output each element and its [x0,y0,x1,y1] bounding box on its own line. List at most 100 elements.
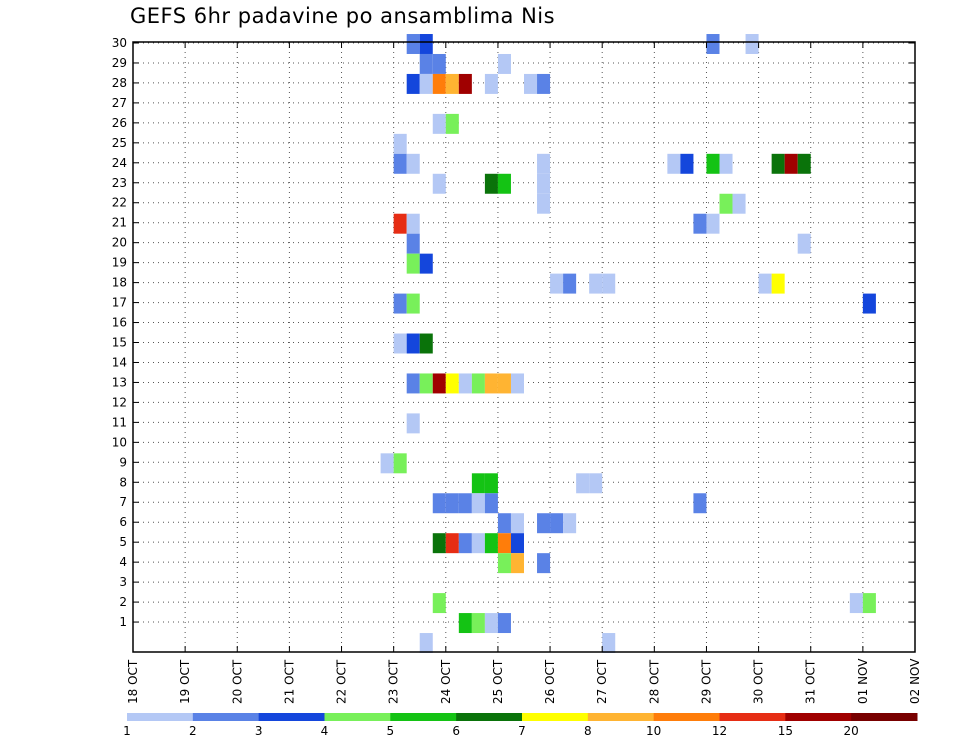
heatmap-cell [445,493,459,514]
heatmap-cell [419,34,433,54]
heatmap-cell [589,473,603,494]
y-tick-label: 21 [112,216,127,230]
y-tick-label: 22 [112,196,127,210]
heatmap-cell [406,213,420,234]
heatmap-cell [419,633,433,653]
heatmap-cell [419,253,433,274]
heatmap-cell [471,613,485,634]
x-tick-label: 23 OCT [387,659,401,704]
heatmap-cell [458,373,472,394]
heatmap-cell [849,593,863,614]
y-tick-label: 27 [112,96,127,110]
heatmap-cell [602,633,616,653]
heatmap-cell [406,153,420,174]
colorbar-label: 10 [646,724,661,738]
y-tick-label: 3 [119,575,127,589]
x-axis: 18 OCT 19 OCT 20 OCT 21 OCT 22 OCT 23 OCT 24 O… [126,42,922,704]
colorbar-label: 1 [123,724,131,738]
y-tick-label: 29 [112,56,127,70]
heatmap-cell [745,34,759,54]
colorbar-label: 4 [321,724,329,738]
colorbar-label: 5 [387,724,395,738]
heatmap-cell [680,153,694,174]
heatmap-cell [458,493,472,514]
heatmap-cell [432,73,446,94]
heatmap-cell [393,293,407,314]
heatmap-cell [458,533,472,554]
y-tick-label: 30 [112,36,127,50]
y-tick-label: 25 [112,136,127,150]
colorbar-segment [127,713,194,721]
heatmap-cell [589,273,603,294]
heatmap-cell [537,153,551,174]
y-tick-label: 1 [119,615,127,629]
heatmap-cell [862,593,876,614]
heatmap-cell [419,333,433,354]
heatmap-cell [406,293,420,314]
heatmap-cell [497,373,511,394]
heatmap-cell [445,73,459,94]
heatmap-cell [419,53,433,74]
heatmap-cell [393,333,407,354]
heatmap-cell [458,613,472,634]
heatmap-cell [771,273,785,294]
heatmap-cell [445,113,459,134]
heatmap-cell [537,173,551,194]
colorbar-segment [324,713,391,721]
heatmap-cell [471,373,485,394]
heatmap-cell [484,373,498,394]
heatmap-cell [484,493,498,514]
x-tick-label: 25 OCT [491,659,505,704]
y-tick-label: 7 [119,495,127,509]
heatmap-cell [524,73,538,94]
colorbar-segment [785,713,852,721]
heatmap-cell [432,593,446,614]
heatmap-cell [393,153,407,174]
x-tick-label: 28 OCT [647,659,661,704]
y-tick-label: 11 [112,415,127,429]
y-tick-label: 14 [112,355,127,369]
heatmap-cell [732,193,746,214]
colorbar-segment [851,713,918,721]
y-tick-label: 23 [112,176,127,190]
heatmap-cell [537,513,551,534]
x-tick-label: 26 OCT [543,659,557,704]
colorbar-label: 3 [255,724,263,738]
heatmap-cell [771,153,785,174]
heatmap-cell [380,453,394,474]
heatmap-cell [510,373,524,394]
y-tick-label: 13 [112,375,127,389]
y-tick-label: 18 [112,276,127,290]
heatmap-cell [393,453,407,474]
heatmap-cell [458,73,472,94]
colorbar-segment [587,713,655,721]
heatmap-cell [576,473,590,494]
x-tick-label: 01 NOV [856,658,870,704]
x-tick-label: 02 NOV [908,658,922,704]
heatmap-cell [432,533,446,554]
y-axis: 1234567891011121314151617181920212223242… [112,36,915,629]
heatmap-cell [550,513,564,534]
heatmap-cell [419,73,433,94]
heatmap-cell [484,473,498,494]
y-tick-label: 9 [119,455,127,469]
colorbar-label: 2 [189,724,197,738]
heatmap-cells [380,34,876,653]
heatmap-cell [497,53,511,74]
heatmap-cell [706,213,720,234]
x-tick-label: 27 OCT [595,659,609,704]
heatmap-cell [419,373,433,394]
colorbar-segment [192,713,260,721]
heatmap-cell [497,553,511,574]
heatmap-cell [797,233,811,254]
heatmap-cell [484,533,498,554]
colorbar: 1 2 3 4 5 6 7 8 10 12 15 20 [123,713,918,738]
heatmap-cell [406,73,420,94]
heatmap-cell [432,173,446,194]
heatmap-cell [693,493,707,514]
heatmap-cell [497,613,511,634]
x-tick-label: 22 OCT [335,659,349,704]
colorbar-segment [390,713,457,721]
heatmap-cell [667,153,681,174]
heatmap-cell [537,193,551,214]
